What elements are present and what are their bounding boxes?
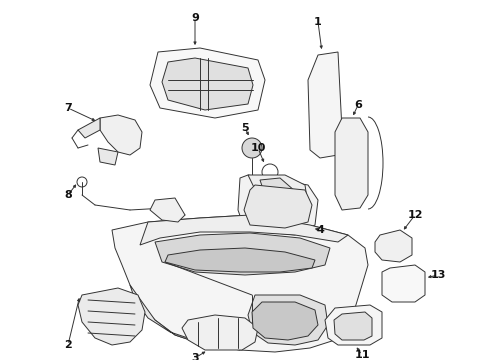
- Text: 10: 10: [250, 143, 266, 153]
- Text: 6: 6: [354, 100, 362, 110]
- Polygon shape: [325, 305, 382, 345]
- Polygon shape: [375, 230, 412, 262]
- Polygon shape: [150, 198, 185, 222]
- Polygon shape: [162, 58, 253, 110]
- Polygon shape: [100, 115, 142, 155]
- Circle shape: [242, 138, 262, 158]
- Text: 4: 4: [316, 225, 324, 235]
- Text: 9: 9: [191, 13, 199, 23]
- Polygon shape: [334, 312, 372, 340]
- Polygon shape: [248, 175, 308, 215]
- Polygon shape: [244, 185, 312, 228]
- Polygon shape: [78, 288, 145, 345]
- Text: 11: 11: [354, 350, 370, 360]
- Polygon shape: [182, 315, 258, 350]
- Polygon shape: [382, 265, 425, 302]
- Text: 8: 8: [64, 190, 72, 200]
- Text: 7: 7: [64, 103, 72, 113]
- Polygon shape: [98, 148, 118, 165]
- Polygon shape: [165, 248, 315, 272]
- Polygon shape: [150, 48, 265, 118]
- Text: 5: 5: [241, 123, 249, 133]
- Polygon shape: [140, 215, 348, 245]
- Text: 1: 1: [314, 17, 322, 27]
- Polygon shape: [335, 118, 368, 210]
- Polygon shape: [238, 175, 318, 235]
- Text: 2: 2: [64, 340, 72, 350]
- Polygon shape: [130, 285, 240, 350]
- Polygon shape: [155, 233, 330, 275]
- Polygon shape: [78, 118, 100, 138]
- Text: 12: 12: [407, 210, 423, 220]
- Text: 3: 3: [191, 353, 199, 360]
- Polygon shape: [260, 178, 303, 212]
- Polygon shape: [252, 302, 318, 340]
- Polygon shape: [308, 52, 342, 158]
- Text: 13: 13: [430, 270, 446, 280]
- Polygon shape: [248, 295, 328, 345]
- Polygon shape: [112, 215, 368, 352]
